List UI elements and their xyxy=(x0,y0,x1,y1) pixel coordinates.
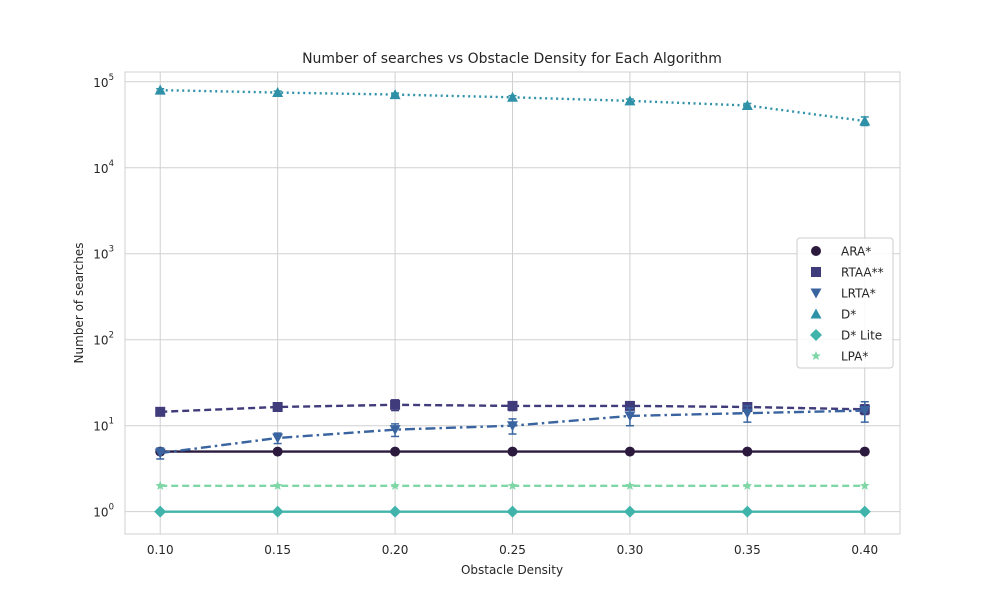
data-point xyxy=(389,425,401,436)
data-point xyxy=(272,87,284,98)
x-tick-label: 0.20 xyxy=(382,543,409,557)
x-axis-title: Obstacle Density xyxy=(461,563,563,577)
data-point xyxy=(623,505,636,518)
legend-marker xyxy=(810,308,822,319)
legend-item: LPA* xyxy=(811,350,868,364)
legend-marker xyxy=(811,267,821,277)
legend-item: LRTA* xyxy=(810,287,876,301)
series-d- xyxy=(154,84,871,127)
x-tick-label: 0.30 xyxy=(617,543,644,557)
data-point xyxy=(742,480,753,490)
y-tick-label: 102 xyxy=(93,331,114,348)
data-point xyxy=(507,480,518,490)
series-lrta- xyxy=(154,400,871,460)
data-point xyxy=(271,505,284,518)
data-point xyxy=(154,84,166,95)
data-point xyxy=(272,402,283,413)
legend-item: D* Lite xyxy=(810,329,882,343)
legend-label: LPA* xyxy=(841,350,868,364)
legend-marker xyxy=(810,288,822,299)
data-point xyxy=(389,505,402,518)
legend-label: LRTA* xyxy=(841,287,876,301)
grid xyxy=(125,72,900,534)
legend-label: D* xyxy=(841,308,856,322)
data-point xyxy=(624,446,635,457)
legend-item: ARA* xyxy=(811,245,871,259)
data-point xyxy=(860,480,870,490)
data-point xyxy=(507,400,518,411)
data-point xyxy=(272,446,283,457)
data-point xyxy=(741,505,754,518)
data-point xyxy=(859,406,871,417)
legend-label: RTAA** xyxy=(841,266,884,280)
y-tick-exponent: 0 xyxy=(109,503,114,513)
legend: ARA* RTAA** LRTA* D* D* Lite LPA* xyxy=(796,237,894,369)
legend-marker xyxy=(811,351,821,361)
y-axis-title: Number of searches xyxy=(72,243,86,364)
y-tick-label: 103 xyxy=(93,245,114,262)
y-tick-exponent: 5 xyxy=(109,73,114,83)
data-point xyxy=(624,95,636,106)
plot-area xyxy=(124,71,901,535)
data-point xyxy=(272,480,283,490)
data-point xyxy=(624,411,636,422)
data-point xyxy=(741,408,753,419)
data-point xyxy=(154,448,166,459)
series-lpa- xyxy=(155,480,870,490)
data-point xyxy=(154,505,167,518)
data-point xyxy=(390,446,401,457)
x-tick-label: 0.40 xyxy=(851,543,878,557)
x-tick-label: 0.25 xyxy=(499,543,526,557)
legend-marker xyxy=(811,246,821,256)
legend-label: D* Lite xyxy=(841,329,882,343)
series-group xyxy=(154,84,871,518)
chart-title: Number of searches vs Obstacle Density f… xyxy=(302,51,722,67)
series-ara- xyxy=(155,446,870,457)
data-point xyxy=(858,505,871,518)
data-point xyxy=(507,91,518,102)
legend-item: D* xyxy=(810,308,856,322)
legend-label: ARA* xyxy=(841,245,871,259)
y-tick-exponent: 3 xyxy=(109,245,114,255)
x-tick-label: 0.35 xyxy=(734,543,761,557)
y-tick-label: 100 xyxy=(93,503,114,520)
data-point xyxy=(506,505,519,518)
data-point xyxy=(507,421,518,432)
data-point xyxy=(624,400,635,411)
data-point xyxy=(625,480,635,490)
y-tick-label: 104 xyxy=(93,159,114,176)
data-point xyxy=(155,406,166,417)
data-point xyxy=(507,446,518,457)
data-point xyxy=(390,480,400,490)
x-tick-label: 0.15 xyxy=(264,543,291,557)
y-tick-label: 101 xyxy=(93,417,114,434)
data-point xyxy=(859,446,870,457)
data-point xyxy=(272,433,284,444)
x-tick-label: 0.10 xyxy=(147,543,174,557)
y-tick-exponent: 2 xyxy=(109,331,114,341)
data-point xyxy=(389,89,401,100)
y-tick-label: 105 xyxy=(93,73,114,90)
data-point xyxy=(155,480,165,490)
x-axis-ticks: 0.10 0.15 0.20 0.25 0.30 0.35 0.40 xyxy=(147,543,878,557)
legend-item: RTAA** xyxy=(811,266,884,280)
data-point xyxy=(390,399,401,410)
data-point xyxy=(859,115,871,126)
legend-marker xyxy=(810,329,822,341)
data-point xyxy=(741,100,753,111)
y-tick-exponent: 1 xyxy=(109,417,114,427)
series-d-lite xyxy=(154,505,871,518)
data-point xyxy=(742,446,753,457)
y-tick-exponent: 4 xyxy=(109,159,114,169)
